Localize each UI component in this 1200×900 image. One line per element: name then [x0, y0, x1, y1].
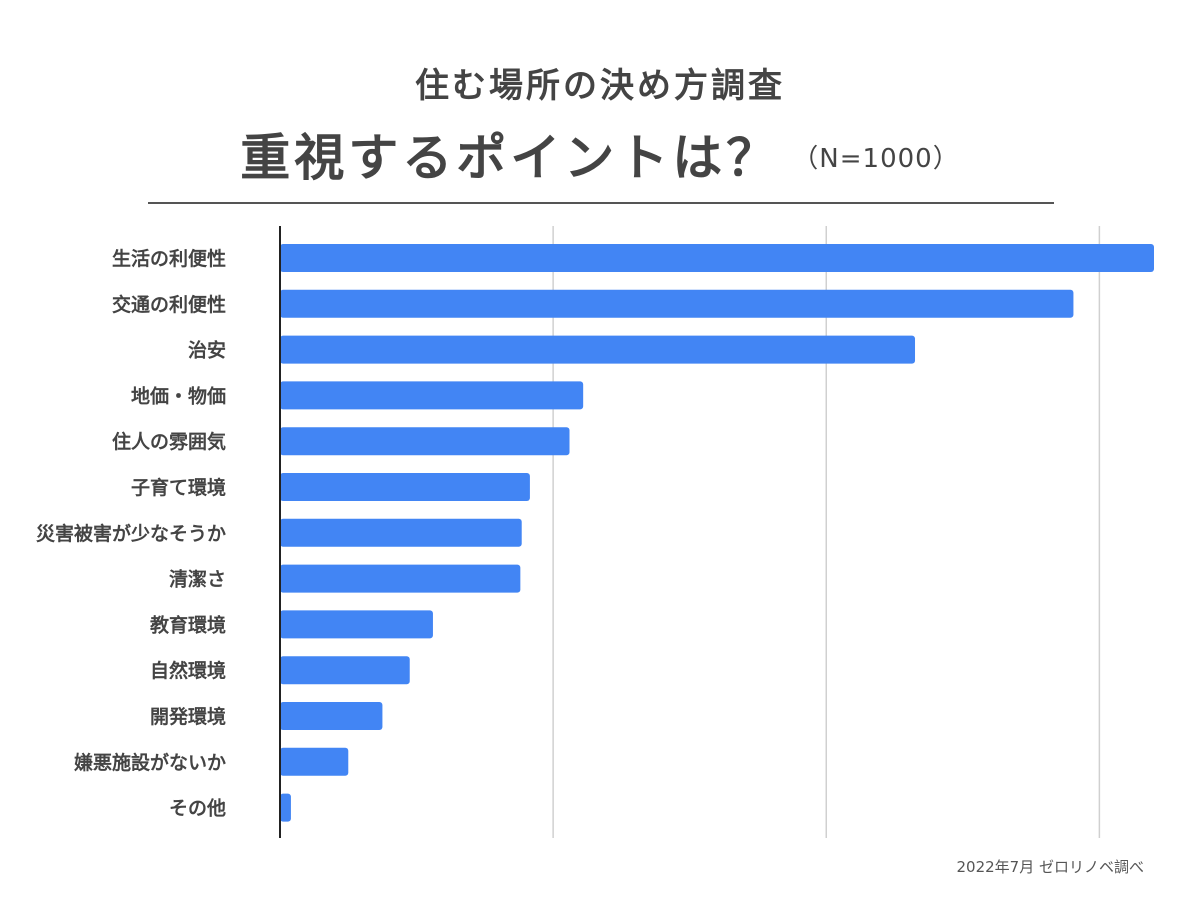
category-label: 清潔さ	[169, 568, 226, 591]
bar	[280, 427, 570, 456]
category-label: 教育環境	[150, 613, 226, 636]
category-label: 交通の利便性	[112, 293, 226, 316]
category-label: 自然環境	[150, 659, 226, 682]
sample-size: （N=1000）	[792, 144, 960, 174]
bar	[280, 656, 410, 685]
bar	[280, 335, 916, 364]
category-label: 生活の利便性	[112, 247, 226, 270]
category-label: 地価・物価	[131, 384, 226, 407]
category-label: 治安	[188, 339, 226, 362]
bar	[280, 289, 1074, 318]
category-label: 嫌悪施設がないか	[74, 751, 226, 774]
chart-subtitle: 重視するポイントは？ （N=1000）	[0, 118, 1200, 190]
category-label: その他	[169, 797, 226, 820]
bar	[280, 473, 530, 501]
bar	[280, 610, 433, 639]
title-divider	[148, 202, 1054, 204]
source-footnote: 2022年7月 ゼロリノベ調べ	[956, 858, 1145, 876]
chart-subtitle-text: 重視するポイントは？	[240, 129, 781, 187]
bar	[280, 793, 291, 822]
bar	[280, 747, 349, 776]
bar	[280, 518, 522, 547]
bar	[280, 702, 383, 730]
category-label: 子育て環境	[131, 476, 226, 499]
category-label: 開発環境	[150, 705, 226, 728]
category-label: 住人の雰囲気	[112, 430, 226, 453]
bar	[280, 381, 584, 410]
category-label: 災害被害が少なそうか	[36, 522, 226, 545]
bar	[280, 564, 521, 593]
bar	[280, 244, 1154, 272]
chart-title: 住む場所の決め方調査	[415, 66, 785, 106]
